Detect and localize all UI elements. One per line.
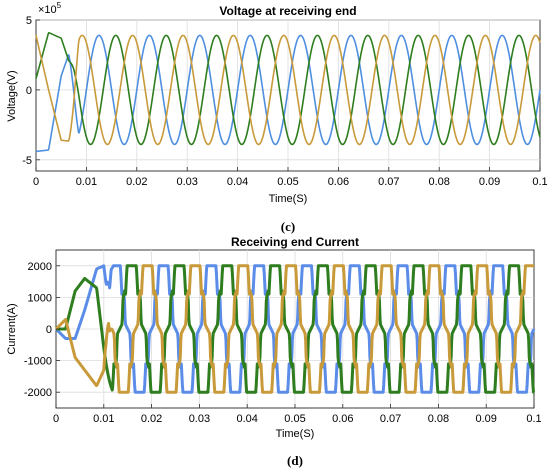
voltage-y-axis-label: Voltage(V): [6, 70, 18, 121]
series-line-1: [35, 31, 541, 146]
x-tick-label: 0.09: [475, 413, 496, 425]
current-y-axis-label: Current(A): [6, 303, 18, 354]
y-tick-label: 0: [26, 85, 32, 97]
y-tick-label: 1000: [28, 292, 52, 304]
series-line-2: [35, 34, 541, 146]
x-tick-label: 0: [53, 413, 59, 425]
x-tick-label: 0.01: [93, 413, 114, 425]
y-tick-label: -1000: [24, 356, 52, 368]
y-tick-label: 0: [46, 324, 52, 336]
voltage-chart-title: Voltage at receiving end: [219, 4, 356, 18]
x-tick-label: 0.1: [526, 413, 541, 425]
current-series: [54, 264, 536, 394]
current-x-axis-label: Time(S): [276, 428, 315, 440]
figure-caption-c: (c): [281, 219, 295, 234]
current-chart-title: Receiving end Current: [231, 235, 359, 249]
x-tick-label: 0.03: [176, 176, 197, 188]
figure-caption-d: (d): [287, 453, 303, 468]
x-tick-label: 0.07: [378, 176, 399, 188]
voltage-ticks: 0 0.01 0.02 0.03 0.04 0.05 0.06 0.07 0.08 0.09 0.1…: [22, 15, 547, 188]
x-tick-label: 0.04: [227, 176, 248, 188]
y-tick-label: 5: [26, 15, 32, 27]
x-tick-label: 0.08: [428, 413, 449, 425]
current-chart: 0 0.01 0.02 0.03 0.04 0.05 0.06 0.07 0.08 0.09 0.1…: [6, 235, 542, 468]
x-tick-label: 0.06: [332, 413, 353, 425]
y-tick-label: -5: [22, 155, 32, 167]
x-tick-label: 0.06: [328, 176, 349, 188]
x-tick-label: 0.09: [479, 176, 500, 188]
x-tick-label: 0.08: [428, 176, 449, 188]
x-tick-label: 0.01: [76, 176, 97, 188]
voltage-series: [35, 31, 541, 153]
x-tick-label: 0.02: [126, 176, 147, 188]
y-tick-label: 2000: [28, 261, 52, 273]
x-tick-label: 0.04: [236, 413, 257, 425]
voltage-x-axis-label: Time(S): [269, 193, 308, 205]
series-line-2: [54, 264, 535, 394]
series-line-0: [54, 264, 536, 394]
voltage-exponent-label: ×105: [38, 1, 62, 16]
x-tick-label: 0.1: [532, 176, 547, 188]
x-tick-label: 0.03: [189, 413, 210, 425]
x-tick-label: 0: [33, 176, 39, 188]
current-ticks: 0 0.01 0.02 0.03 0.04 0.05 0.06 0.07 0.08 0.09 0.1…: [24, 261, 542, 425]
x-tick-label: 0.05: [284, 413, 305, 425]
series-line-1: [55, 264, 535, 394]
x-tick-label: 0.05: [277, 176, 298, 188]
x-tick-label: 0.02: [141, 413, 162, 425]
x-tick-label: 0.07: [380, 413, 401, 425]
series-line-0: [35, 34, 541, 153]
y-tick-label: -2000: [24, 387, 52, 399]
voltage-chart: 0 0.01 0.02 0.03 0.04 0.05 0.06 0.07 0.08 0.09 0.1…: [6, 1, 548, 234]
